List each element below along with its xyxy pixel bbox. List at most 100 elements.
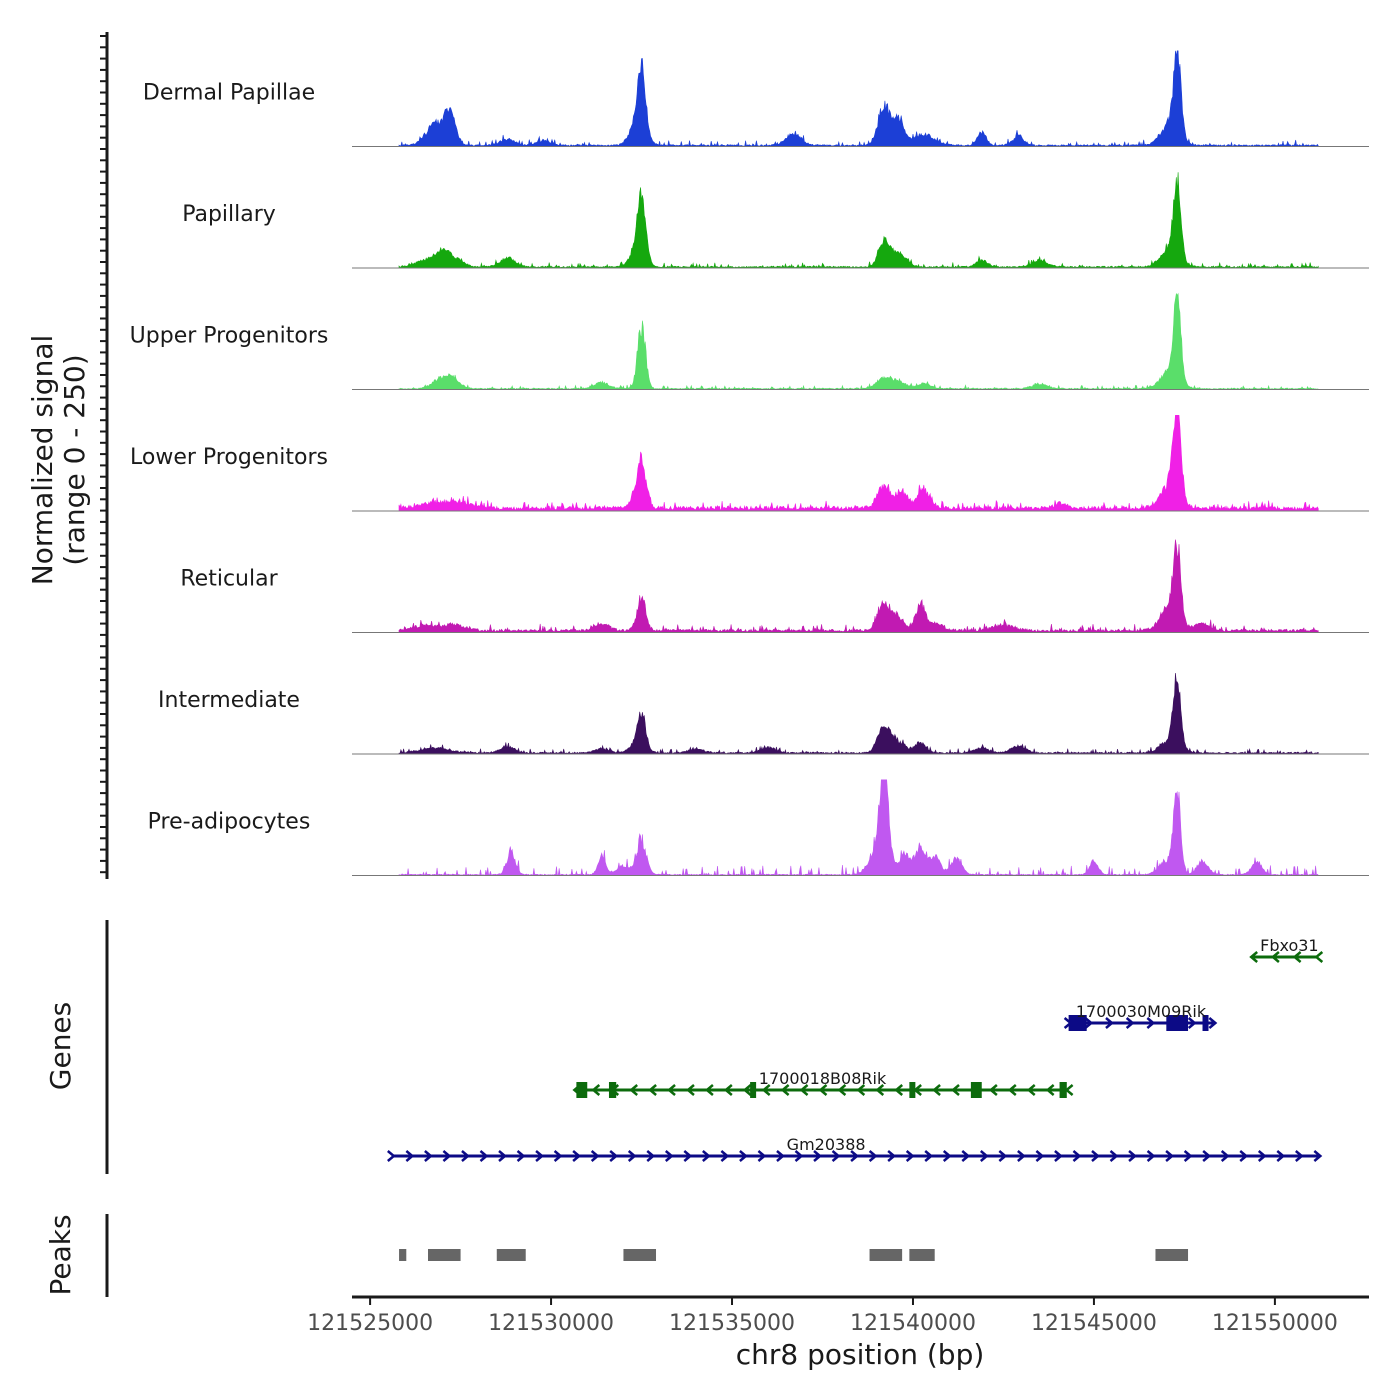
track-label: Dermal Papillae [143, 81, 315, 106]
signal-tracks: Dermal Papillae Papillary Upper Progenitor… [130, 50, 1369, 876]
x-tick-label: 121535000 [669, 1311, 795, 1336]
track-dermal-papillae: Dermal Papillae [143, 50, 1369, 147]
strand-chevron [988, 1084, 998, 1096]
peak-bar [1155, 1249, 1189, 1261]
strand-chevron [850, 1150, 860, 1162]
strand-chevron [742, 1084, 752, 1096]
gene-exon [1059, 1082, 1067, 1098]
strand-chevron [553, 1150, 563, 1162]
y-axis-title-line1: Normalized signal [26, 335, 59, 586]
signal-area [398, 50, 1319, 147]
track-label: Intermediate [158, 688, 300, 713]
track-intermediate: Intermediate [158, 672, 1369, 755]
peak-bar [399, 1249, 407, 1261]
track-papillary: Papillary [182, 172, 1369, 269]
gene-label: Gm20388 [787, 1135, 866, 1154]
strand-chevron [1202, 1150, 1212, 1162]
x-tick-label: 121550000 [1212, 1311, 1338, 1336]
x-tick-label: 121545000 [1031, 1311, 1157, 1336]
strand-chevron [875, 1084, 885, 1096]
strand-chevron [961, 1150, 971, 1162]
strand-chevron [1208, 1017, 1218, 1029]
track-label: Upper Progenitors [130, 324, 329, 349]
peak-bar [869, 1249, 903, 1261]
x-axis: 121525000 121530000 121535000 121540000 1215… [307, 1295, 1369, 1336]
strand-chevron [609, 1150, 619, 1162]
peak-regions [399, 1249, 1189, 1261]
strand-chevron [799, 1084, 809, 1096]
strand-chevron [479, 1150, 489, 1162]
strand-chevron [498, 1150, 507, 1162]
strand-chevron [627, 1150, 637, 1162]
x-tick-label: 121530000 [488, 1311, 614, 1336]
strand-chevron [1183, 1150, 1193, 1162]
strand-chevron [856, 1084, 866, 1096]
strand-chevron [794, 1150, 804, 1162]
gene-exon [1202, 1015, 1209, 1031]
x-tick-label: 121540000 [850, 1311, 976, 1336]
strand-chevron [757, 1150, 767, 1162]
gene-exon [909, 1082, 916, 1098]
strand-chevron [776, 1150, 785, 1162]
strand-chevron [1313, 1150, 1323, 1162]
track-label: Papillary [182, 202, 276, 227]
strand-chevron [461, 1150, 470, 1162]
strand-chevron [387, 1150, 396, 1162]
strand-chevron [1292, 951, 1302, 963]
strand-chevron [905, 1150, 915, 1162]
track-pre-adipocytes: Pre-adipocytes [148, 779, 1369, 876]
gene-label: Fbxo31 [1260, 936, 1318, 955]
track-lower-progenitors: Lower Progenitors [130, 415, 1369, 512]
signal-area [398, 415, 1319, 512]
strand-chevron [1257, 1150, 1267, 1162]
strand-chevron [818, 1084, 828, 1096]
strand-chevron [887, 1150, 897, 1162]
gene-1700018b08rik: 1700018B08Rik [572, 1069, 1074, 1098]
strand-chevron [516, 1150, 526, 1162]
strand-chevron [1064, 1084, 1074, 1096]
gene-label: 1700030M09Rik [1076, 1002, 1207, 1021]
strand-chevron [1276, 1150, 1286, 1162]
strand-chevron [831, 1150, 841, 1162]
strand-chevron [1045, 1084, 1055, 1096]
strand-chevron [1270, 951, 1280, 963]
gene-annotations: Fbxo31 1700030M09Rik 1700018B08Rik Gm20388 [387, 936, 1324, 1162]
strand-chevron [646, 1150, 656, 1162]
strand-chevron [1239, 1150, 1249, 1162]
peak-bar [623, 1249, 657, 1261]
gene-gm20388: Gm20388 [387, 1135, 1323, 1162]
strand-chevron [1220, 1150, 1230, 1162]
strand-chevron [932, 1084, 941, 1096]
signal-area [398, 672, 1319, 755]
track-label: Pre-adipocytes [148, 810, 311, 835]
strand-chevron [424, 1150, 433, 1162]
signal-area [398, 172, 1319, 269]
strand-chevron [702, 1150, 711, 1162]
strand-chevron [1187, 1017, 1197, 1029]
strand-chevron [1007, 1084, 1017, 1096]
strand-chevron [590, 1150, 600, 1162]
strand-chevron [1294, 1150, 1304, 1162]
strand-chevron [998, 1150, 1008, 1162]
gene-exon [750, 1082, 757, 1098]
strand-chevron [720, 1150, 730, 1162]
track-upper-progenitors: Upper Progenitors [130, 292, 1369, 390]
strand-chevron [1035, 1150, 1045, 1162]
strand-chevron [535, 1150, 545, 1162]
signal-area [398, 539, 1319, 633]
track-label: Reticular [180, 567, 278, 592]
peak-bar [496, 1249, 526, 1261]
x-tick-label: 121525000 [307, 1311, 433, 1336]
gene-fbxo31: Fbxo31 [1249, 936, 1324, 963]
strand-chevron [1249, 951, 1258, 963]
strand-chevron [1146, 1150, 1156, 1162]
peaks-panel-title: Peaks [44, 1214, 77, 1295]
signal-area [398, 292, 1319, 390]
gene-exon [576, 1082, 588, 1098]
gene-label: 1700018B08Rik [759, 1069, 887, 1088]
strand-chevron [780, 1084, 790, 1096]
strand-chevron [868, 1150, 878, 1162]
strand-chevron [572, 1150, 582, 1162]
strand-chevron [667, 1084, 676, 1096]
